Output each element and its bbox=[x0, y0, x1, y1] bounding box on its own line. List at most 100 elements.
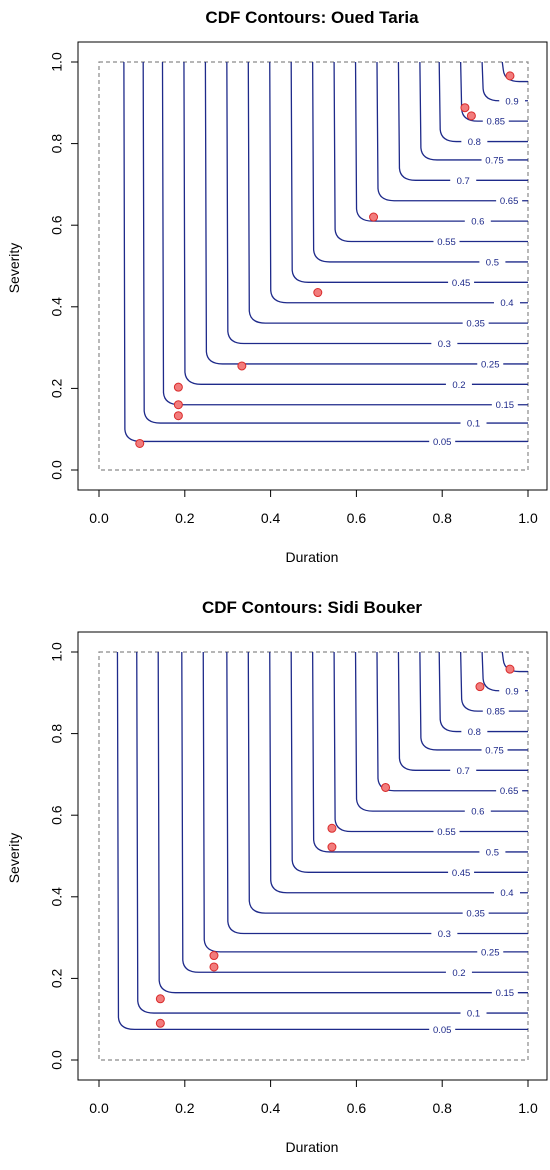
y-tick-label: 0.2 bbox=[49, 968, 65, 988]
contour-label: 0.3 bbox=[438, 929, 451, 940]
plot-frame bbox=[77, 631, 548, 1081]
contour-chart-sidi-bouker: CDF Contours: Sidi Bouker Duration Sever… bbox=[6, 598, 548, 1155]
contour-label: 0.15 bbox=[496, 988, 515, 999]
data-point bbox=[155, 994, 165, 1004]
contour-line-0-05 bbox=[116, 651, 528, 1031]
contour-label: 0.1 bbox=[467, 1009, 480, 1020]
contour-line-0-8 bbox=[438, 61, 528, 143]
x-tick-label: 0.2 bbox=[175, 510, 195, 526]
y-tick-label: 0.6 bbox=[49, 805, 65, 825]
contour-label: 0.1 bbox=[467, 419, 480, 430]
contour-label: 0.25 bbox=[481, 947, 500, 958]
plot-area: 0.05 0.1 0.15 0.2 0.25 0.3 0.35 0.4 0.45 0.5 0.55 0… bbox=[49, 631, 548, 1116]
contour-label: 0.9 bbox=[505, 686, 518, 697]
contour-label: 0.4 bbox=[500, 298, 513, 309]
contour-label: 0.45 bbox=[452, 868, 471, 879]
contour-line-0-3 bbox=[226, 61, 528, 345]
contour-line-0-15 bbox=[157, 651, 528, 994]
x-tick-label: 0.6 bbox=[347, 510, 367, 526]
contour-label: 0.45 bbox=[452, 278, 471, 289]
data-point bbox=[505, 664, 515, 674]
contour-line-0-1 bbox=[136, 651, 528, 1014]
contour-label: 0.2 bbox=[452, 380, 465, 391]
y-axis-label: Severity bbox=[6, 243, 22, 294]
contour-label: 0.25 bbox=[481, 359, 500, 370]
contour-line-0-7 bbox=[397, 651, 528, 771]
y-tick-label: 0.4 bbox=[49, 887, 65, 907]
contour-label: 0.15 bbox=[496, 400, 515, 411]
x-tick-label: 0.2 bbox=[175, 1100, 195, 1116]
x-tick-label: 0.8 bbox=[432, 510, 452, 526]
contour-label: 0.05 bbox=[433, 1025, 452, 1036]
x-tick-label: 0.4 bbox=[261, 1100, 281, 1116]
y-tick-label: 1.0 bbox=[49, 642, 65, 662]
contour-label: 0.7 bbox=[457, 766, 470, 777]
contour-label: 0.85 bbox=[487, 707, 506, 718]
contour-label: 0.4 bbox=[500, 888, 513, 899]
contour-label: 0.75 bbox=[485, 745, 504, 756]
data-point bbox=[460, 103, 470, 113]
contour-line-0-25 bbox=[204, 61, 528, 365]
data-point bbox=[505, 71, 515, 81]
contour-line-0-35 bbox=[247, 61, 528, 324]
contour-label: 0.6 bbox=[471, 807, 484, 818]
plot-area: 0.05 0.1 0.15 0.2 0.25 0.3 0.35 0.4 0.45 0.5 0.55 0… bbox=[49, 41, 548, 526]
contour-line-0-9 bbox=[481, 651, 528, 692]
data-point bbox=[369, 212, 379, 222]
contour-label: 0.65 bbox=[500, 196, 519, 207]
contour-line- bbox=[501, 61, 528, 83]
y-tick-label: 0.8 bbox=[49, 724, 65, 744]
data-point bbox=[173, 400, 183, 410]
data-point bbox=[327, 823, 337, 833]
contour-line-0-5 bbox=[311, 61, 528, 263]
contour-label: 0.35 bbox=[466, 319, 485, 330]
contour-label: 0.2 bbox=[452, 968, 465, 979]
data-point bbox=[327, 842, 337, 852]
y-tick-label: 0.2 bbox=[49, 378, 65, 398]
x-tick-label: 1.0 bbox=[518, 510, 538, 526]
contour-label: 0.6 bbox=[471, 217, 484, 228]
contour-label: 0.55 bbox=[437, 827, 456, 838]
contour-label: 0.3 bbox=[438, 339, 451, 350]
contour-label: 0.7 bbox=[457, 176, 470, 187]
data-point bbox=[466, 111, 476, 121]
x-tick-label: 0.0 bbox=[89, 510, 109, 526]
contour-line-0-2 bbox=[183, 61, 528, 385]
contour-line-0-4 bbox=[269, 651, 528, 894]
data-point bbox=[313, 288, 323, 298]
contour-line-0-8 bbox=[438, 651, 528, 733]
contour-label: 0.8 bbox=[468, 137, 481, 148]
contour-line-0-75 bbox=[419, 651, 528, 751]
contour-line-0-55 bbox=[333, 651, 528, 833]
contour-line-0-55 bbox=[333, 61, 528, 243]
plot-frame bbox=[77, 41, 548, 491]
contour-line-0-35 bbox=[247, 651, 528, 914]
contour-line-0-45 bbox=[290, 61, 528, 283]
y-tick-label: 0.6 bbox=[49, 215, 65, 235]
contour-line-0-25 bbox=[202, 651, 528, 953]
contour-label: 0.5 bbox=[486, 847, 499, 858]
contour-line-0-75 bbox=[419, 61, 528, 161]
contour-label: 0.05 bbox=[433, 437, 452, 448]
y-tick-label: 0.8 bbox=[49, 134, 65, 154]
x-tick-label: 0.6 bbox=[347, 1100, 367, 1116]
contour-line-0-1 bbox=[142, 61, 528, 424]
chart-title: CDF Contours: Oued Taria bbox=[205, 8, 419, 27]
contour-line-0-9 bbox=[481, 61, 528, 102]
chart-title: CDF Contours: Sidi Bouker bbox=[202, 598, 422, 617]
contour-line-0-2 bbox=[181, 651, 528, 973]
y-tick-label: 0.4 bbox=[49, 297, 65, 317]
x-axis-label: Duration bbox=[286, 1139, 339, 1155]
data-point bbox=[173, 382, 183, 392]
data-point bbox=[209, 951, 219, 961]
data-point bbox=[237, 361, 247, 371]
y-axis-label: Severity bbox=[6, 833, 22, 884]
contour-line-0-5 bbox=[311, 651, 528, 853]
data-point bbox=[381, 782, 391, 792]
y-tick-label: 0.0 bbox=[49, 1050, 65, 1070]
contour-label: 0.55 bbox=[437, 237, 456, 248]
data-point bbox=[135, 438, 145, 448]
contour-line-0-6 bbox=[354, 651, 528, 812]
contour-chart-oued-taria: CDF Contours: Oued Taria Duration Severi… bbox=[6, 8, 548, 565]
chart-panel-oued-taria: CDF Contours: Oued Taria Duration Severi… bbox=[0, 0, 550, 580]
